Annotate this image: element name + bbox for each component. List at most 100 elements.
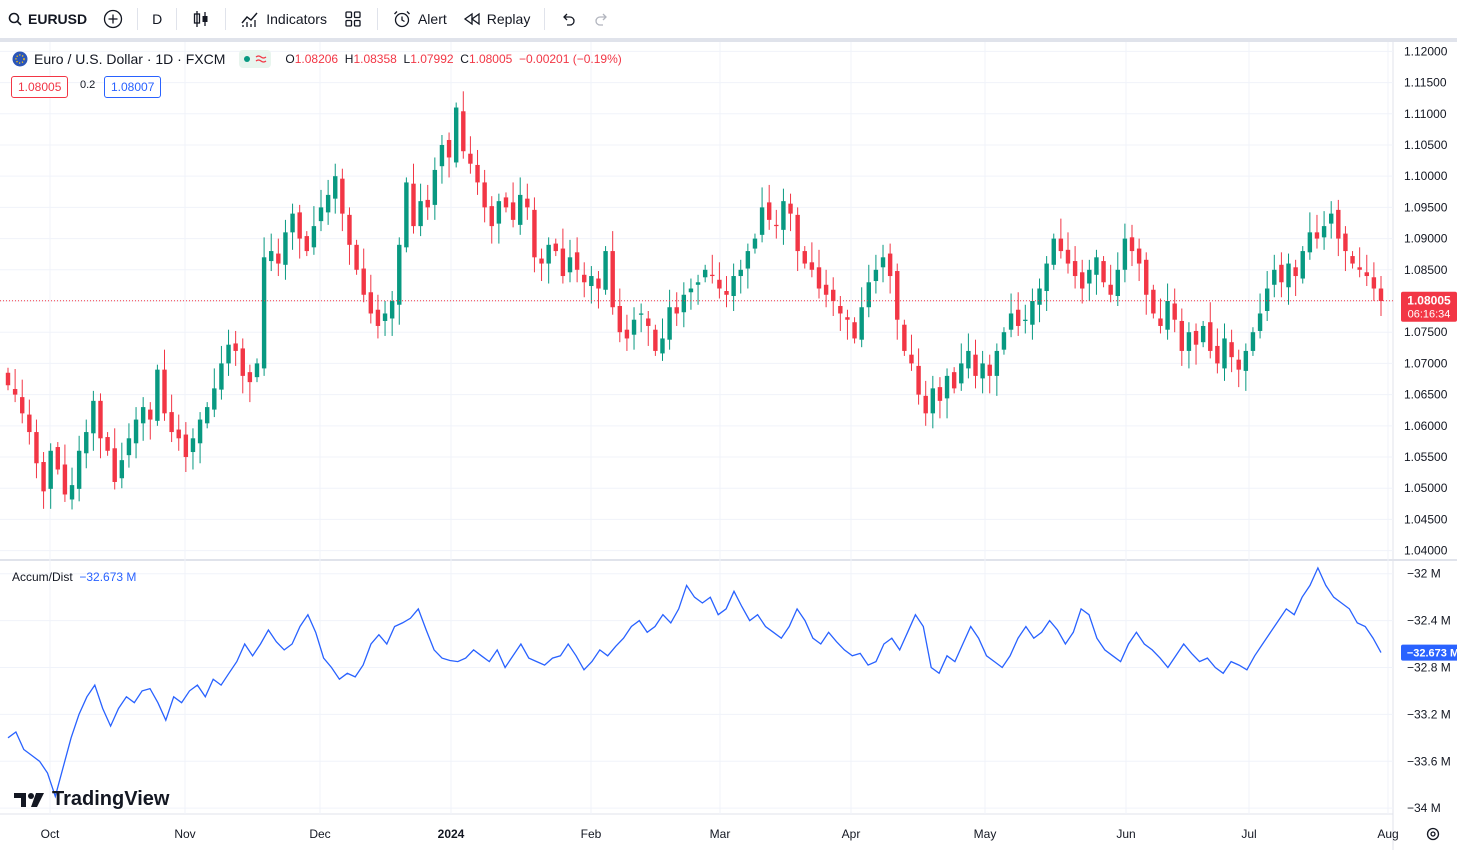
- candle-body: [496, 201, 502, 224]
- tradingview-logo[interactable]: TradingView: [14, 788, 169, 811]
- candle-body: [84, 432, 89, 454]
- candle-body: [518, 194, 523, 225]
- candle-body: [375, 309, 381, 326]
- indicator-axis-label: −32 M: [1407, 567, 1441, 581]
- candle-body: [41, 462, 46, 492]
- low-label: L: [403, 52, 411, 66]
- candle-body: [1279, 264, 1284, 283]
- candle-body: [219, 363, 224, 390]
- candle-body: [1101, 261, 1106, 283]
- candle-body: [560, 248, 566, 277]
- time-axis-label: Jul: [1241, 827, 1256, 841]
- candle-body: [1250, 332, 1256, 351]
- top-toolbar: EURUSD D Indicators Alert Replay: [0, 0, 1457, 38]
- eu-flag-icon: [12, 51, 28, 67]
- price-axis-label: 1.07500: [1404, 325, 1448, 339]
- candle-body: [368, 292, 374, 314]
- candle-body: [738, 269, 743, 277]
- candle-body: [389, 301, 395, 319]
- candle-body: [589, 276, 594, 287]
- open-label: O: [285, 52, 295, 66]
- indicators-icon: [241, 12, 258, 27]
- candle-body: [325, 194, 331, 213]
- alert-button[interactable]: Alert: [384, 4, 455, 34]
- candle-body: [802, 251, 807, 264]
- candle-body: [1378, 288, 1384, 301]
- symbol-search-button[interactable]: EURUSD: [0, 4, 95, 34]
- interval-label: D: [152, 11, 163, 27]
- price-axis-label: 1.12000: [1404, 44, 1448, 58]
- candle-body: [1243, 350, 1249, 371]
- ohlc-values: O1.08206 H1.08358 L1.07992 C1.08005 −0.0…: [285, 52, 621, 66]
- candle-body: [937, 387, 943, 401]
- compare-add-button[interactable]: [95, 4, 131, 34]
- sell-price-button[interactable]: 1.08005: [11, 76, 69, 98]
- candle-body: [382, 313, 388, 321]
- candle-body: [646, 318, 651, 326]
- wave-icon: [256, 55, 267, 63]
- candle-body: [674, 307, 679, 314]
- interval-button[interactable]: D: [144, 4, 170, 34]
- indicator-name: Accum/Dist: [12, 570, 73, 584]
- candle-body: [951, 372, 957, 389]
- candle-body: [204, 407, 210, 424]
- indicator-axis-label: −32.8 M: [1407, 660, 1451, 674]
- candle-body: [411, 183, 416, 227]
- candle-body: [190, 438, 196, 453]
- candle-body: [553, 243, 558, 252]
- candle-body: [1136, 248, 1142, 264]
- market-status-badge[interactable]: [239, 50, 272, 68]
- candle-body: [261, 257, 267, 369]
- candle-body: [1080, 272, 1085, 289]
- candle-body: [717, 279, 722, 289]
- price-axis-label: 1.08500: [1404, 263, 1448, 277]
- price-axis-label: 1.07000: [1404, 356, 1448, 370]
- candle-body: [574, 252, 580, 270]
- candle-body: [539, 258, 544, 264]
- indicator-value: −32.673 M: [79, 570, 137, 584]
- undo-button[interactable]: [551, 4, 585, 34]
- candle-body: [27, 414, 32, 433]
- candle-body: [567, 257, 573, 273]
- candle-body: [1236, 359, 1241, 370]
- candle-body: [1200, 325, 1206, 343]
- candle-body: [1336, 209, 1341, 239]
- indicator-axis-label: −32.4 M: [1407, 614, 1451, 628]
- candle-body: [902, 324, 907, 351]
- replay-button[interactable]: Replay: [455, 4, 539, 34]
- bid-value: 1.08005: [18, 80, 62, 94]
- candle-body: [112, 448, 117, 482]
- candle-body: [1023, 319, 1028, 321]
- candle-body: [1272, 269, 1277, 285]
- candle-body: [959, 363, 964, 384]
- candle-body: [1215, 345, 1220, 364]
- chart-type-button[interactable]: [183, 4, 219, 34]
- buy-price-button[interactable]: 1.08007: [104, 76, 162, 98]
- candle-body: [909, 354, 914, 364]
- price-axis-label: 1.05000: [1404, 481, 1448, 495]
- candle-body: [1001, 332, 1007, 350]
- price-chart[interactable]: 1.12000 1.11500 1.11000 1.10500 1.10000 1.095…: [0, 42, 1457, 850]
- candle-body: [617, 305, 623, 333]
- symbol-title: Euro / U.S. Dollar · 1D · FXCM: [34, 51, 226, 67]
- candle-body: [240, 348, 245, 376]
- time-axis-label: Jun: [1116, 827, 1135, 841]
- chart-settings-icon[interactable]: [1426, 827, 1440, 841]
- market-open-dot-icon: [244, 56, 251, 62]
- candle-body: [702, 269, 708, 278]
- candle-body: [1030, 301, 1035, 325]
- indicator-axis-label: −34 M: [1407, 801, 1441, 815]
- candle-body: [859, 307, 864, 340]
- rewind-icon: [463, 12, 480, 26]
- candle-body: [1051, 238, 1056, 265]
- layouts-button[interactable]: [335, 4, 371, 34]
- indicators-button[interactable]: Indicators: [232, 4, 335, 34]
- time-axis-label: Oct: [41, 827, 60, 841]
- indicators-label: Indicators: [266, 11, 327, 27]
- candle-body: [397, 244, 402, 305]
- price-axis-label: 1.04500: [1404, 512, 1448, 526]
- price-axis-label: 1.09000: [1404, 232, 1448, 246]
- indicator-legend[interactable]: Accum/Dist −32.673 M: [12, 570, 136, 584]
- last-price-label: 1.08005: [1407, 294, 1451, 308]
- redo-button[interactable]: [585, 4, 619, 34]
